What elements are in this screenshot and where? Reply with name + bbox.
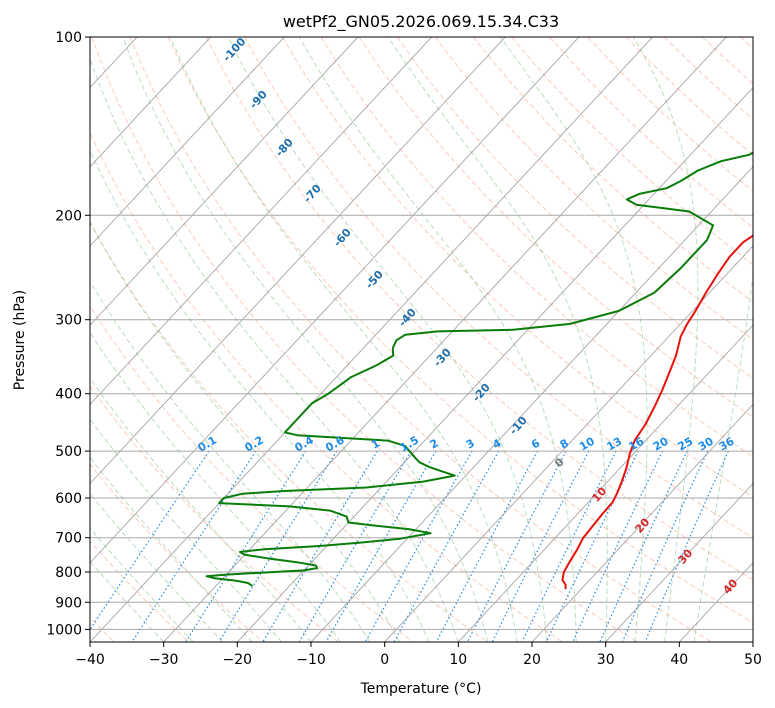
moist-adiabat (170, 37, 518, 642)
isotherm (90, 37, 580, 564)
isotherm (90, 37, 654, 642)
y-tick-label: 300 (55, 313, 82, 329)
background-lines (90, 37, 753, 642)
dry-adiabat (358, 37, 753, 418)
x-tick-label: −30 (149, 652, 179, 668)
mixing-ratio-line (599, 450, 688, 642)
isotherm (310, 166, 753, 642)
x-tick-label: 30 (597, 652, 615, 668)
profile-lines (205, 151, 753, 590)
dewpoint-line (205, 151, 753, 587)
y-tick-label: 400 (55, 387, 82, 403)
moist-adiabat (122, 37, 489, 642)
isotherm (604, 482, 753, 642)
y-tick-label: 900 (55, 595, 82, 611)
dry-adiabat (90, 463, 265, 642)
mixing-ratio-line (325, 450, 437, 642)
moist-adiabat (693, 271, 753, 642)
dry-adiabat (473, 37, 753, 303)
isotherm (383, 245, 753, 642)
isotherm (90, 37, 433, 406)
x-tick-label: 10 (449, 652, 467, 668)
moist-adiabat (298, 37, 577, 642)
dry-adiabat (90, 385, 340, 642)
y-axis: 100 200 300 400 500 600 700 800 900 1000 (46, 30, 90, 638)
moist-adiabat (90, 560, 165, 642)
mixing-ratio-line (466, 450, 567, 642)
mixing-ratio-line (644, 450, 729, 642)
mixing-ratio-line (572, 450, 664, 642)
x-axis-label: Temperature (°C) (360, 681, 482, 697)
mixing-ratio-line (621, 450, 709, 642)
moist-adiabat (632, 37, 699, 642)
x-axis: −40 −30 −20 −10 0 10 20 30 40 50 (75, 642, 762, 668)
moist-adiabat (227, 37, 548, 642)
x-tick-label: −40 (75, 652, 105, 668)
x-tick-label: 20 (523, 652, 541, 668)
moist-adiabat (387, 37, 608, 642)
y-tick-label: 200 (55, 208, 82, 224)
dry-adiabat (434, 37, 753, 341)
isotherm (90, 37, 359, 326)
dry-adiabat (244, 37, 753, 539)
plot-frame (89, 36, 754, 643)
isotherm (90, 37, 212, 168)
x-tick-label: −20 (223, 652, 253, 668)
mixing-ratio-line (521, 450, 617, 642)
mixing-ratio-line (185, 450, 307, 642)
mixing-ratio-line (298, 450, 412, 642)
x-tick-label: −10 (296, 652, 326, 668)
isotherm (236, 86, 753, 642)
dry-adiabat (282, 37, 753, 498)
mixing-ratio-line (435, 450, 539, 642)
x-tick-label: 50 (744, 652, 762, 668)
moist-adiabat (90, 492, 223, 642)
y-tick-label: 700 (55, 531, 82, 547)
y-tick-label: 600 (55, 491, 82, 507)
mixing-ratio-line (90, 450, 210, 631)
y-tick-label: 800 (55, 565, 82, 581)
temperature-line (561, 234, 753, 590)
y-tick-label: 1000 (46, 622, 82, 638)
isotherm (90, 37, 506, 485)
isotherm (531, 403, 753, 642)
dry-adiabat (320, 37, 753, 458)
isotherm (457, 324, 753, 642)
y-tick-label: 500 (55, 444, 82, 460)
moist-adiabat (90, 280, 371, 642)
moist-adiabat (90, 527, 194, 642)
moist-adiabat (90, 220, 400, 642)
moist-adiabat (499, 37, 648, 642)
y-tick-label: 100 (55, 30, 82, 46)
isotherm (90, 37, 285, 247)
plot-background (90, 37, 753, 642)
moist-adiabat (90, 456, 253, 642)
dry-adiabat (205, 37, 753, 581)
moist-adiabat (90, 331, 341, 642)
y-axis-label: Pressure (hPa) (12, 290, 28, 390)
x-tick-label: 40 (670, 652, 688, 668)
moist-adiabat (90, 149, 430, 642)
x-tick-label: 0 (380, 652, 389, 668)
chart-title: wetPf2_GN05.2026.069.15.34.C33 (283, 12, 559, 32)
dry-adiabat (91, 37, 638, 642)
dry-adiabat (396, 37, 753, 379)
